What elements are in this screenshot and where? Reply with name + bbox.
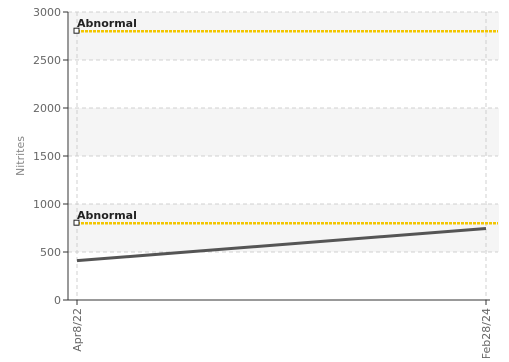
background-bands bbox=[69, 12, 499, 252]
grid-lines bbox=[68, 11, 498, 300]
x-tick-labels: Apr8/22 Feb28/24 bbox=[71, 300, 493, 359]
reference-marker bbox=[73, 219, 80, 226]
series-lines bbox=[76, 226, 487, 263]
grid-band bbox=[69, 12, 499, 60]
y-tick-label: 2500 bbox=[33, 54, 61, 67]
y-tick-label: 3000 bbox=[33, 6, 61, 19]
reference-label: Abnormal bbox=[77, 17, 137, 30]
grid-band bbox=[69, 108, 499, 156]
x-tick-label: Apr8/22 bbox=[71, 308, 84, 352]
y-tick-label: 0 bbox=[54, 294, 61, 307]
y-tick-label: 1500 bbox=[33, 150, 61, 163]
series-line bbox=[76, 226, 487, 263]
reference-label: Abnormal bbox=[77, 209, 137, 222]
x-tick-label: Feb28/24 bbox=[480, 308, 493, 358]
y-axis-label: Nitrites bbox=[14, 136, 27, 176]
y-tick-label: 1000 bbox=[33, 198, 61, 211]
reference-marker bbox=[73, 27, 80, 34]
y-tick-label: 2000 bbox=[33, 102, 61, 115]
y-tick-label: 500 bbox=[40, 246, 61, 259]
y-tick-labels: 0 500 1000 1500 2000 2500 3000 bbox=[33, 6, 68, 307]
reference-lines: Abnormal Abnormal bbox=[73, 17, 498, 226]
